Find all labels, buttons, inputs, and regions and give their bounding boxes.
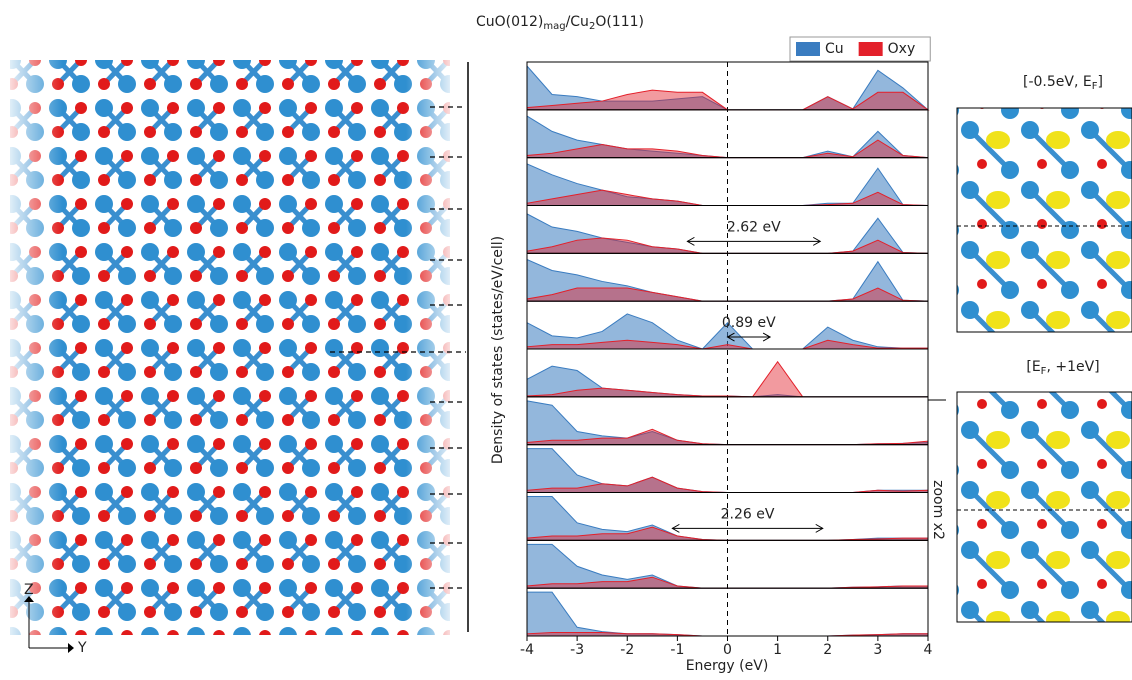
isosurfaces: [-0.5eV, EF] [EF, +1eV] zoom x2 xyxy=(928,74,1132,622)
x-tick-label: 3 xyxy=(873,642,882,658)
x-tick-label: 1 xyxy=(773,642,782,658)
x-tick-label: -2 xyxy=(620,642,634,658)
chart-title: CuO(012)mag/Cu2O(111) xyxy=(476,14,644,32)
axis-z: Z xyxy=(24,582,34,598)
gap-label: 2.62 eV xyxy=(727,219,781,235)
title-part: O(111) xyxy=(595,14,644,30)
x-axis-label: Energy (eV) xyxy=(686,658,769,674)
x-tick-label: 0 xyxy=(723,642,732,658)
gap-label: 2.26 eV xyxy=(721,506,775,522)
iso-label: [-0.5eV, EF] xyxy=(1023,74,1103,92)
x-tick-label: -1 xyxy=(670,642,684,658)
gap-label: 0.89 eV xyxy=(722,315,776,331)
legend-swatch xyxy=(796,42,820,56)
figure: Z Y CuO(012)mag/Cu2O(111) Density of sta… xyxy=(0,0,1132,676)
legend: Cu Oxy xyxy=(790,37,930,61)
x-tick-label: -3 xyxy=(570,642,584,658)
zoom-label: zoom x2 xyxy=(930,480,946,540)
axis-y: Y xyxy=(77,640,87,656)
x-tick-label: -4 xyxy=(520,642,534,658)
title-part: mag xyxy=(543,21,565,32)
legend-swatch xyxy=(859,42,883,56)
x-tick-label: 2 xyxy=(823,642,832,658)
structure: Z Y xyxy=(10,60,468,656)
iso-label: [EF, +1eV] xyxy=(1026,359,1099,377)
legend-label: Cu xyxy=(825,41,844,57)
iso-label-part: , +1eV] xyxy=(1046,359,1099,375)
legend-label: Oxy xyxy=(888,41,916,57)
iso-label-part: ] xyxy=(1098,74,1103,90)
y-axis-label: Density of states (states/eV/cell) xyxy=(490,236,506,464)
title-part: CuO(012) xyxy=(476,14,543,30)
dos-plot: -4 -3 -2 -1 0 1 2 3 4 2.62 eV 0.89 eV 2.26 eV Cu Oxy xyxy=(520,37,933,658)
iso-label-part: [-0.5eV, E xyxy=(1023,74,1092,90)
x-tick-label: 4 xyxy=(924,642,933,658)
title-part: /Cu xyxy=(566,14,589,30)
iso-label-part: [E xyxy=(1026,359,1040,375)
